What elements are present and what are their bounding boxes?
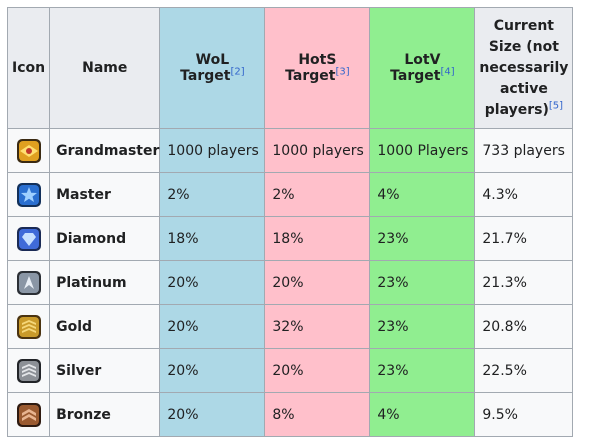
current-size-cell: 20.8% [474,304,574,349]
header-wol-target: WoL Target[2] [159,7,266,129]
hots-target-cell: 8% [264,392,371,437]
header-current-label: Current Size (not necessarily active pla… [479,17,569,118]
header-icon-label: Icon [12,60,46,76]
citation-link-5[interactable]: [5] [548,99,564,111]
table-row: Grandmaster 1000 players 1000 players 1000 … [6,128,574,173]
current-size-cell: 9.5% [474,392,574,437]
header-lotv-label: LotV Target [390,52,441,84]
header-hots-target: HotS Target[3] [264,7,371,129]
current-size-cell: 4.3% [474,172,574,217]
header-hots-label: HotS Target [285,52,337,84]
wol-target-cell: 2% [159,172,266,217]
lotv-target-cell: 4% [369,172,476,217]
silver-league-icon [16,358,41,383]
platinum-league-icon [16,270,41,295]
grandmaster-league-icon [16,138,41,163]
wol-target-cell: 20% [159,260,266,305]
table-row: Gold 20% 32% 23% 20.8% [6,304,574,349]
master-league-icon [16,182,41,207]
citation-link-4[interactable]: [4] [440,66,455,78]
citation-link-3[interactable]: [3] [335,66,350,78]
league-table: Icon Name WoL Target[2] HotS Target[3] L… [6,7,574,437]
current-size-cell: 21.3% [474,260,574,305]
hots-target-cell: 1000 players [264,128,371,173]
gold-league-icon [16,314,41,339]
lotv-target-cell: 4% [369,392,476,437]
league-icon-cell [6,128,51,173]
header-wol-label: WoL Target [180,52,231,84]
wol-target-cell: 18% [159,216,266,261]
league-name-cell: Master [49,172,161,217]
table-row: Platinum 20% 20% 23% 21.3% [6,260,574,305]
league-name-cell: Grandmaster [49,128,161,173]
league-icon-cell [6,172,51,217]
league-icon-cell [6,392,51,437]
lotv-target-cell: 23% [369,304,476,349]
lotv-target-cell: 23% [369,260,476,305]
league-icon-cell [6,348,51,393]
table-row: Diamond 18% 18% 23% 21.7% [6,216,574,261]
league-name-cell: Gold [49,304,161,349]
hots-target-cell: 32% [264,304,371,349]
wol-target-cell: 20% [159,348,266,393]
table-row: Master 2% 2% 4% 4.3% [6,172,574,217]
league-icon-cell [6,304,51,349]
bronze-league-icon [16,402,41,427]
lotv-target-cell: 1000 Players [369,128,476,173]
current-size-cell: 21.7% [474,216,574,261]
table-row: Bronze 20% 8% 4% 9.5% [6,392,574,437]
wol-target-cell: 20% [159,392,266,437]
hots-target-cell: 20% [264,260,371,305]
header-row: Icon Name WoL Target[2] HotS Target[3] L… [6,7,574,129]
citation-link-2[interactable]: [2] [230,66,245,78]
diamond-league-icon [16,226,41,251]
lotv-target-cell: 23% [369,216,476,261]
current-size-cell: 733 players [474,128,574,173]
league-name-cell: Platinum [49,260,161,305]
header-name: Name [49,7,161,129]
table-row: Silver 20% 20% 23% 22.5% [6,348,574,393]
hots-target-cell: 20% [264,348,371,393]
header-name-label: Name [82,60,128,76]
league-name-cell: Diamond [49,216,161,261]
header-current-size: Current Size (not necessarily active pla… [474,7,574,129]
wol-target-cell: 1000 players [159,128,266,173]
hots-target-cell: 18% [264,216,371,261]
current-size-cell: 22.5% [474,348,574,393]
league-name-cell: Bronze [49,392,161,437]
lotv-target-cell: 23% [369,348,476,393]
league-icon-cell [6,216,51,261]
hots-target-cell: 2% [264,172,371,217]
league-icon-cell [6,260,51,305]
wol-target-cell: 20% [159,304,266,349]
league-name-cell: Silver [49,348,161,393]
header-icon: Icon [6,7,51,129]
header-lotv-target: LotV Target[4] [369,7,476,129]
